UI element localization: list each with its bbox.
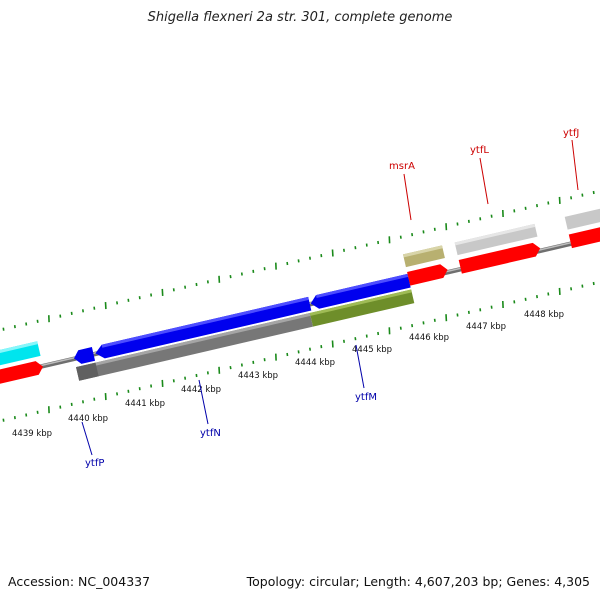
gene-light-ytfL-highlight: [454, 223, 536, 246]
gene-gray-ytfN: [76, 312, 313, 381]
accession-label: Accession: NC_004337: [8, 574, 151, 589]
gene-light-ytfJ: [564, 203, 600, 230]
leader-ytfN: [198, 379, 209, 425]
leader-ytfP: [81, 421, 93, 456]
gene-olive-ytfM-highlight: [309, 289, 412, 316]
cds-red-ytfJ: [568, 220, 600, 249]
leader-msrA: [403, 173, 412, 221]
scale-label-4447: 4447 kbp: [466, 322, 506, 332]
minor-tick: [229, 365, 232, 370]
topology-label: Topology: circular; Length: 4,607,203 bp…: [246, 574, 590, 589]
cds-blue-ytfM-highlight: [315, 273, 409, 299]
leader-ytfL: [479, 157, 489, 205]
gene-cyan-partial-highlight: [0, 341, 38, 355]
gene-cyan-partial: [0, 341, 41, 367]
lower-tick-ruler: [2, 281, 595, 422]
gene-label-ytfN: ytfN: [200, 428, 221, 439]
leader-ytfM: [355, 344, 365, 389]
leader-ytfJ: [571, 139, 579, 191]
scale-label-4448: 4448 kbp: [524, 310, 564, 320]
gene-label-ytfM: ytfM: [355, 392, 377, 403]
upper-tick-ruler: [2, 190, 595, 331]
scale-label-4445: 4445 kbp: [352, 345, 392, 355]
gene-labels: ytfP ytfN ytfM msrA ytfL ytfJ: [85, 128, 579, 469]
cds-blue-ytfN: [95, 296, 312, 359]
gene-olive-ytfM: [309, 289, 415, 327]
cds-red-partial-left: [0, 361, 44, 384]
minor-tick: [229, 274, 232, 279]
gene-label-ytfJ: ytfJ: [563, 128, 579, 139]
cds-red-ytfL: [458, 242, 541, 274]
scale-label-4444: 4444 kbp: [295, 358, 335, 368]
minor-tick: [116, 301, 119, 305]
minor-tick: [116, 392, 119, 396]
gene-khaki-msrA: [403, 245, 445, 268]
scale-label-4446: 4446 kbp: [409, 333, 449, 343]
gene-light-ytfL: [454, 223, 538, 256]
gene-label-ytfP: ytfP: [85, 458, 104, 469]
gene-label-msrA: msrA: [389, 161, 415, 172]
gene-gray-ytfN-highlight: [76, 312, 311, 371]
cds-blue-ytfP: [73, 347, 96, 364]
cds-blue-ytfN-highlight: [101, 296, 309, 348]
cds-blue-ytfM: [310, 273, 411, 309]
scale-label-4440: 4440 kbp: [68, 414, 108, 424]
label-leaders: [81, 139, 579, 456]
cds-red-msrA: [407, 264, 448, 286]
gene-features: [0, 203, 600, 384]
scale-label-4443: 4443 kbp: [238, 371, 278, 381]
scale-label-4441: 4441 kbp: [125, 399, 165, 409]
gene-khaki-msrA-highlight: [403, 245, 443, 258]
gene-gray-ytfP: [76, 362, 99, 381]
map-title: Shigella flexneri 2a str. 301, complete …: [147, 10, 453, 25]
scale-label-4439: 4439 kbp: [12, 429, 52, 439]
gene-label-ytfL: ytfL: [470, 145, 489, 156]
